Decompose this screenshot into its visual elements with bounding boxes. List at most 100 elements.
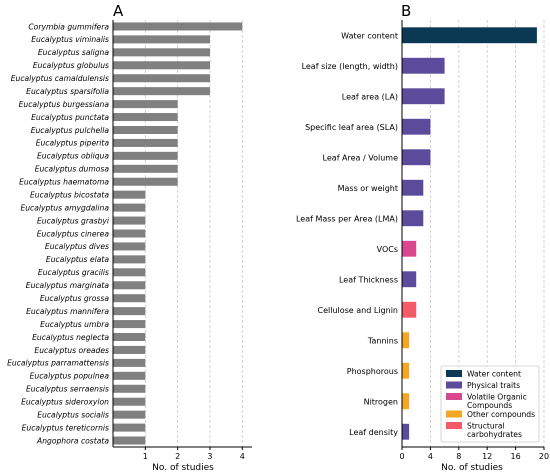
panel-a-x-ticks: 1 2 3 4	[143, 447, 245, 461]
panel-a-category-label: Eucalyptus camaldulensis	[11, 74, 109, 83]
panel-a-bar	[113, 397, 146, 406]
panel-a-bar	[113, 229, 146, 238]
panel-b-bar	[402, 271, 417, 288]
panel-a-grid	[144, 20, 243, 447]
panel-a-category-label: Eucalyptus neglecta	[32, 333, 109, 342]
panel-a-bar	[113, 320, 146, 329]
panel-a-bar	[113, 294, 146, 303]
panel-a-bar	[113, 281, 146, 290]
legend-entry: Volatile Organic Compounds	[467, 393, 527, 411]
legend-frame	[440, 365, 540, 443]
panel-a-category-label: Eucalyptus gracilis	[38, 268, 109, 277]
panel-a-category-label: Eucalyptus saligna	[38, 48, 109, 57]
panel-a-bar	[113, 242, 146, 251]
panel-b-x-ticks: 0 4 8 12 16 20	[399, 447, 549, 461]
legend-swatch	[446, 370, 462, 377]
panel-a-bar	[113, 216, 146, 225]
panel-b-tick-label: 8	[456, 452, 461, 461]
panel-a-label: A	[113, 2, 124, 20]
panel-a-category-label: Eucalyptus dives	[45, 242, 109, 251]
panel-a-bar	[113, 164, 178, 173]
panel-b-bar	[402, 423, 410, 440]
panel-a-bar	[113, 113, 178, 122]
panel-b-bar	[402, 27, 537, 44]
panel-a-category-label: Eucalyptus punctata	[31, 113, 109, 122]
panel-a-category-label: Eucalyptus elata	[46, 255, 109, 264]
panel-b-category-label: Specific leaf area (SLA)	[305, 123, 398, 132]
panel-a-bar	[113, 125, 178, 134]
panel-b-bars	[402, 27, 537, 440]
panel-a-bar	[113, 410, 146, 419]
panel-a-category-label: Corymbia gummifera	[28, 22, 109, 31]
panel-b-category-label: Mass or weight	[338, 184, 398, 193]
panel-b-bar	[402, 332, 410, 349]
panel-b-category-label: Water content	[341, 31, 398, 40]
panel-b-category-label: Nitrogen	[364, 397, 398, 406]
panel-a-bar	[113, 384, 146, 393]
panel-a-bar	[113, 371, 146, 380]
panel-a-category-label: Eucalyptus grasbyi	[37, 216, 110, 225]
panel-a-category-labels: Corymbia gummifera Eucalyptus viminalis Eu…	[7, 22, 110, 445]
panel-a-category-label: Eucalyptus haematoma	[19, 178, 109, 187]
panel-a-bar	[113, 61, 210, 70]
panel-b-label: B	[401, 2, 411, 20]
panel-a-bar	[113, 307, 146, 316]
panel-b-tick-label: 20	[539, 452, 549, 461]
panel-a-bars	[113, 22, 243, 445]
legend-entry: Water content	[467, 370, 521, 379]
panel-a-bar	[113, 151, 178, 160]
panel-a-category-label: Eucalyptus piperita	[36, 139, 110, 148]
panel-a-bar	[113, 22, 243, 31]
panel-b-category-label: Leaf Thickness	[339, 275, 398, 284]
panel-a-bar	[113, 138, 178, 147]
panel-b-x-axis-label: No. of studies	[441, 463, 503, 473]
panel-a-bar	[113, 35, 210, 44]
panel-b-tick-label: 0	[399, 452, 404, 461]
panel-a-tick-label: 4	[240, 452, 245, 461]
panel-b-bar	[402, 362, 410, 379]
panel-b-tick-label: 12	[482, 452, 492, 461]
panel-a-category-label: Eucalyptus grossa	[40, 294, 110, 303]
panel-b-bar	[402, 301, 417, 318]
legend-entry: Structural carbohydrates	[467, 422, 522, 440]
panel-b-tick-label: 4	[428, 452, 433, 461]
panel-a-bar	[113, 203, 146, 212]
panel-a-category-label: Eucalyptus cinerea	[37, 229, 110, 238]
panel-b-legend: Water content Physical traits Volatile Org…	[440, 365, 540, 443]
panel-b-category-label: Leaf size (length, width)	[302, 62, 398, 71]
panel-a-bar	[113, 190, 146, 199]
panel-a-bar	[113, 436, 146, 445]
panel-a-category-label: Eucalyptus populnea	[30, 372, 110, 381]
panel-b-bar	[402, 210, 424, 227]
panel-b-category-label: Cellulose and Lignin	[318, 306, 399, 315]
panel-b-bar	[402, 179, 424, 196]
panel-a-category-label: Eucalyptus serraensis	[26, 385, 109, 394]
panel-a-bar	[113, 177, 178, 186]
panel-a: A Corymbia gummifera Eucalyptus viminalis…	[7, 2, 252, 473]
panel-a-category-label: Eucalyptus tereticornis	[22, 423, 109, 432]
panel-a-category-label: Eucalyptus pulchella	[31, 126, 110, 135]
panel-a-tick-label: 3	[207, 452, 212, 461]
panel-a-bar	[113, 48, 210, 57]
panel-a-bar	[113, 255, 146, 264]
panel-b: B Water content Leaf size (length, width)…	[296, 2, 549, 473]
panel-a-category-label: Eucalyptus sideroxylon	[21, 398, 109, 407]
panel-a-category-label: Eucalyptus socialis	[37, 410, 109, 419]
panel-a-category-label: Eucalyptus sparsifolia	[26, 87, 109, 96]
legend-swatch	[446, 422, 462, 429]
legend-entry: Other compounds	[467, 410, 535, 419]
panel-b-bar	[402, 88, 445, 105]
panel-a-bar	[113, 74, 210, 83]
panel-a-category-label: Eucalyptus viminalis	[31, 35, 109, 44]
panel-b-category-label: Leaf area (LA)	[342, 92, 398, 101]
panel-b-category-label: Leaf density	[349, 428, 398, 437]
panel-b-bar	[402, 57, 445, 74]
panel-b-bar	[402, 240, 417, 257]
legend-swatch	[446, 410, 462, 418]
panel-a-bar	[113, 358, 146, 367]
panel-a-category-label: Eucalyptus parramattensis	[7, 359, 109, 368]
panel-a-category-label: Eucalyptus marginata	[26, 281, 110, 290]
panel-b-category-label: Tannins	[367, 336, 398, 345]
panel-b-category-label: VOCs	[377, 245, 398, 254]
